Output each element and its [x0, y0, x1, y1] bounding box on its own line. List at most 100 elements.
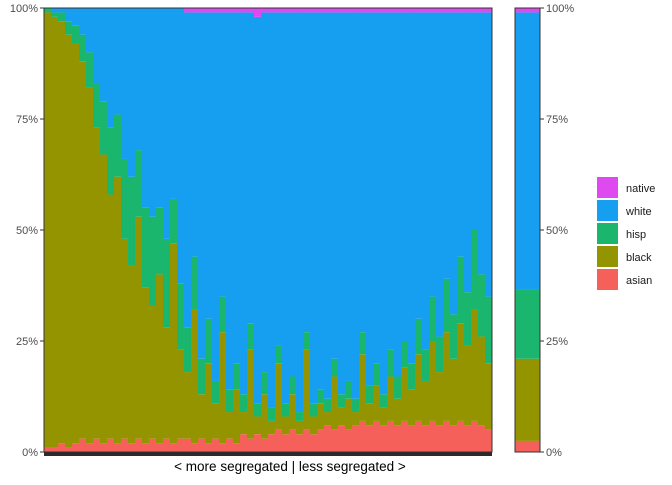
legend-key-asian — [597, 269, 618, 290]
bar-segment-hisp — [233, 363, 241, 390]
bar-segment-asian — [282, 434, 290, 452]
bar-segment-native — [254, 8, 262, 17]
bar-segment-black — [471, 309, 479, 421]
bar-segment-white — [352, 12, 360, 399]
bar-segment-white — [310, 12, 318, 404]
bar-segment-native — [226, 8, 234, 13]
bar-segment-white — [359, 12, 367, 333]
bar-segment-white — [331, 12, 339, 359]
bar-segment-white — [205, 12, 213, 319]
bar-segment-native — [471, 8, 479, 13]
bar-segment-white — [296, 12, 304, 413]
bar-segment-hisp — [366, 385, 374, 404]
bar-segment-hisp — [268, 407, 276, 421]
bar-segment-black — [219, 332, 227, 444]
bar-segment-black — [58, 21, 66, 444]
bar-segment-black — [233, 389, 241, 444]
bar-segment-asian — [310, 434, 318, 452]
bar-segment-native — [429, 8, 437, 13]
bar-segment-asian — [156, 443, 164, 452]
bar-segment-asian — [149, 438, 157, 452]
bar-segment-hisp — [100, 101, 108, 155]
bar-segment-asian — [485, 429, 493, 452]
bar-segment-hisp — [205, 318, 213, 364]
bar-segment-black — [317, 403, 325, 430]
bar-segment-white — [387, 12, 395, 350]
bar-segment-hisp — [114, 114, 122, 177]
bar-segment-native — [205, 8, 213, 13]
bar-segment-asian — [345, 429, 353, 452]
bar-segment-hisp — [422, 349, 430, 381]
bar-segment-hisp — [219, 296, 227, 333]
bar-segment-black — [457, 323, 465, 421]
bar-segment-white — [457, 12, 465, 257]
bar-segment-black — [121, 238, 129, 439]
bar-segment-black — [191, 309, 199, 444]
bar-segment-white — [422, 12, 430, 350]
bar-segment-hisp — [359, 332, 367, 355]
bar-segment-hisp — [240, 394, 248, 413]
bar-segment-white — [149, 8, 157, 217]
bar-segment-black — [100, 154, 108, 444]
bar-segment-native — [443, 8, 451, 13]
bar-segment-white — [128, 8, 136, 177]
bar-segment-black — [177, 349, 185, 439]
bar-segment-native — [247, 8, 255, 13]
bar-segment-asian — [198, 438, 206, 452]
legend-key-native — [597, 177, 618, 198]
bar-segment-white — [191, 12, 199, 257]
bar-segment-black — [296, 420, 304, 435]
bar-segment-white — [100, 8, 108, 102]
bar-segment-hisp — [394, 376, 402, 399]
bar-segment-native — [240, 8, 248, 13]
bar-segment-asian — [275, 429, 283, 452]
bar-segment-asian — [191, 443, 199, 452]
bar-segment-asian — [422, 425, 430, 452]
bar-segment-black — [184, 372, 192, 439]
bar-segment-hisp — [93, 83, 101, 128]
bar-segment-white — [86, 8, 94, 53]
bar-segment-black — [380, 407, 388, 426]
bar-segment-hisp — [352, 398, 360, 413]
bar-segment-black — [135, 216, 143, 439]
bar-segment-white — [324, 12, 332, 399]
bar-segment-white — [464, 12, 472, 293]
bar-segment-asian — [205, 443, 213, 452]
bar-segment-asian — [296, 434, 304, 452]
bar-segment-black — [289, 394, 297, 430]
bar-segment-hisp — [457, 256, 465, 324]
bar-segment-native — [324, 8, 332, 13]
bar-segment-asian — [457, 420, 465, 452]
bar-segment-asian — [128, 443, 136, 452]
summary-segment-white — [515, 12, 540, 290]
bar-segment-black — [401, 367, 409, 421]
bar-segment-native — [261, 8, 269, 13]
bar-segment-black — [359, 354, 367, 421]
bar-segment-black — [338, 407, 346, 426]
bar-segment-black — [324, 412, 332, 426]
bar-segment-black — [114, 176, 122, 444]
y-tick-label: 25% — [16, 336, 38, 348]
bar-segment-white — [114, 8, 122, 115]
bar-segment-asian — [107, 438, 115, 452]
bar-segment-native — [394, 8, 402, 13]
bar-segment-black — [149, 305, 157, 439]
bar-segment-asian — [184, 438, 192, 452]
bar-segment-black — [44, 12, 52, 448]
bar-segment-native — [366, 8, 374, 13]
bar-segment-white — [198, 12, 206, 359]
bar-segment-hisp — [310, 403, 318, 417]
bar-segment-white — [275, 12, 283, 346]
left-y-axis: 0% 25% 50% 75% 100% — [10, 3, 44, 459]
bar-segment-white — [317, 12, 325, 390]
bar-segment-hisp — [373, 363, 381, 386]
bar-segment-black — [331, 376, 339, 430]
bar-segment-hisp — [387, 349, 395, 377]
bar-segment-native — [289, 8, 297, 13]
bar-segment-asian — [254, 434, 262, 452]
legend-label-hisp: hisp — [626, 229, 646, 241]
bar-segment-native — [373, 8, 381, 13]
bar-segment-native — [352, 8, 360, 13]
bar-segment-asian — [72, 443, 80, 452]
bar-segment-white — [226, 12, 234, 390]
